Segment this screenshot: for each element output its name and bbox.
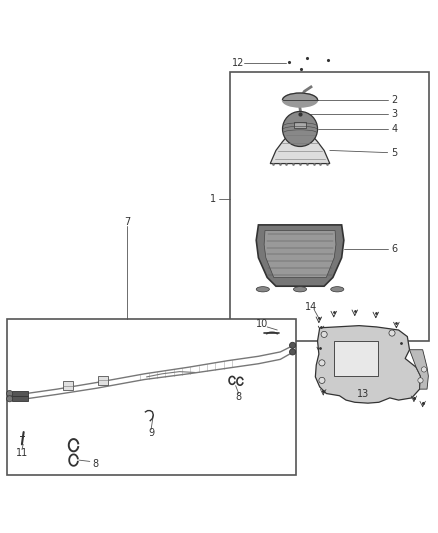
Bar [294,123,306,128]
Circle shape [283,111,318,147]
Ellipse shape [283,93,318,107]
Circle shape [319,377,325,383]
Circle shape [290,342,296,349]
Text: 1: 1 [210,193,216,204]
Polygon shape [315,326,420,403]
Bar [230,71,429,341]
Circle shape [389,330,395,336]
Text: 9: 9 [148,428,154,438]
Bar [12,396,28,401]
Bar [63,381,73,390]
Bar [334,341,378,376]
Text: 6: 6 [391,244,397,254]
Bar [7,319,296,474]
Circle shape [7,395,13,402]
Ellipse shape [331,287,344,292]
Text: 4: 4 [391,124,397,134]
Text: 12: 12 [232,58,244,68]
Text: 5: 5 [391,148,397,158]
Text: 11: 11 [16,448,28,458]
Polygon shape [410,350,428,389]
Polygon shape [264,231,336,278]
Polygon shape [270,126,330,164]
Text: 14: 14 [305,302,317,312]
Text: 3: 3 [391,109,397,119]
Ellipse shape [256,287,269,292]
Circle shape [290,349,296,355]
Bar [12,391,28,396]
Text: 8: 8 [236,392,242,401]
Text: 7: 7 [124,217,130,227]
Ellipse shape [293,287,307,292]
Circle shape [321,332,327,337]
Text: 8: 8 [92,459,99,470]
Text: 13: 13 [357,389,370,399]
Circle shape [319,360,325,366]
Text: 10: 10 [256,319,268,329]
Circle shape [421,367,427,372]
Bar [98,376,108,385]
Circle shape [418,378,423,383]
Text: 2: 2 [391,95,397,105]
Polygon shape [256,225,344,286]
Circle shape [7,391,13,397]
